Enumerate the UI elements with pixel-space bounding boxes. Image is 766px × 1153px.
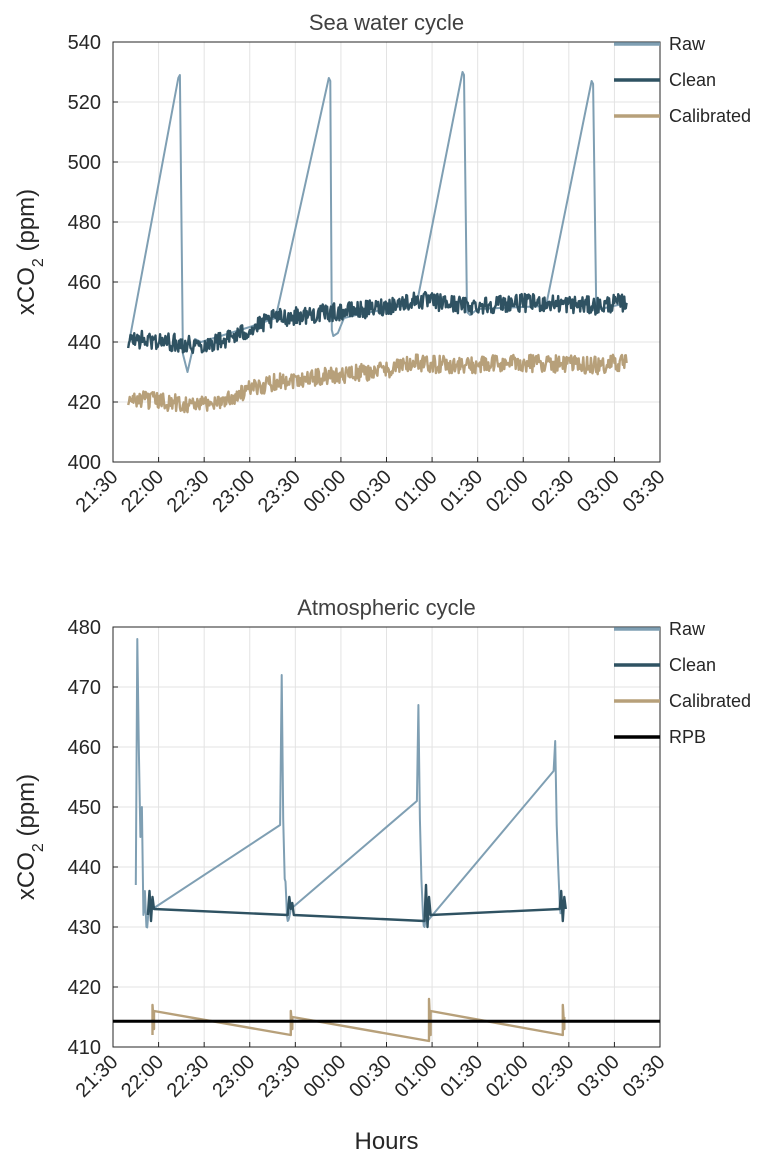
- chart-title: Atmospheric cycle: [297, 595, 476, 620]
- y-tick-label: 480: [68, 212, 101, 234]
- x-tick-label: 00:30: [345, 466, 396, 517]
- legend-label-raw: Raw: [669, 619, 706, 639]
- y-tick-label: 440: [68, 857, 101, 879]
- x-tick-label: 01:30: [436, 1051, 487, 1102]
- series-line-clean: [146, 883, 567, 929]
- x-tick-label: 02:30: [527, 1051, 578, 1102]
- y-tick-label: 440: [68, 332, 101, 354]
- x-tick-label: 03:30: [619, 1051, 670, 1102]
- chart-panel-1: 21:3022:0022:3023:0023:3000:0000:3001:00…: [13, 10, 751, 517]
- y-axis-label: xCO2 (ppm): [13, 189, 47, 315]
- series-line-raw: [134, 638, 564, 929]
- x-tick-label: 23:00: [208, 1051, 259, 1102]
- x-tick-label: 03:00: [573, 1051, 624, 1102]
- x-tick-label: 02:00: [482, 466, 533, 517]
- series-line-calibrated: [127, 353, 628, 414]
- y-tick-label: 410: [68, 1037, 101, 1059]
- x-tick-label: 00:30: [345, 1051, 396, 1102]
- legend-label-rpb: RPB: [669, 727, 706, 747]
- x-tick-label: 22:30: [163, 466, 214, 517]
- y-tick-label: 520: [68, 92, 101, 114]
- x-tick-label: 03:00: [573, 466, 624, 517]
- x-tick-label: 01:00: [391, 466, 442, 517]
- legend-label-clean: Clean: [669, 655, 716, 675]
- series-line-clean: [127, 290, 628, 355]
- y-tick-label: 420: [68, 392, 101, 414]
- legend-label-clean: Clean: [669, 70, 716, 90]
- x-tick-label: 23:30: [254, 466, 305, 517]
- y-tick-label: 460: [68, 272, 101, 294]
- x-tick-label: 00:00: [299, 1051, 350, 1102]
- y-axis-label: xCO2 (ppm): [13, 774, 47, 900]
- y-tick-label: 540: [68, 32, 101, 54]
- x-tick-label: 03:30: [619, 466, 670, 517]
- x-tick-label: 02:00: [482, 1051, 533, 1102]
- x-tick-label: 22:30: [163, 1051, 214, 1102]
- x-tick-label: 02:30: [527, 466, 578, 517]
- y-tick-label: 450: [68, 797, 101, 819]
- legend-label-raw: Raw: [669, 34, 706, 54]
- x-tick-label: 00:00: [299, 466, 350, 517]
- legend-label-calibrated: Calibrated: [669, 106, 751, 126]
- x-tick-label: 23:30: [254, 1051, 305, 1102]
- y-tick-label: 470: [68, 677, 101, 699]
- y-tick-label: 500: [68, 152, 101, 174]
- x-tick-label: 01:30: [436, 466, 487, 517]
- x-tick-label: 01:00: [391, 1051, 442, 1102]
- chart-panel-2: 21:3022:0022:3023:0023:3000:0000:3001:00…: [13, 595, 751, 1153]
- x-tick-label: 23:00: [208, 466, 259, 517]
- chart-title: Sea water cycle: [309, 10, 464, 35]
- legend-label-calibrated: Calibrated: [669, 691, 751, 711]
- x-tick-label: 22:00: [117, 466, 168, 517]
- x-tick-label: 22:00: [117, 1051, 168, 1102]
- series-line-raw: [127, 71, 627, 373]
- axes-box: [112, 626, 661, 1048]
- x-axis-label: Hours: [354, 1128, 418, 1153]
- y-tick-label: 420: [68, 977, 101, 999]
- y-tick-label: 430: [68, 917, 101, 939]
- y-tick-label: 400: [68, 452, 101, 474]
- axes-box: [112, 41, 661, 463]
- y-tick-label: 480: [68, 617, 101, 639]
- y-tick-label: 460: [68, 737, 101, 759]
